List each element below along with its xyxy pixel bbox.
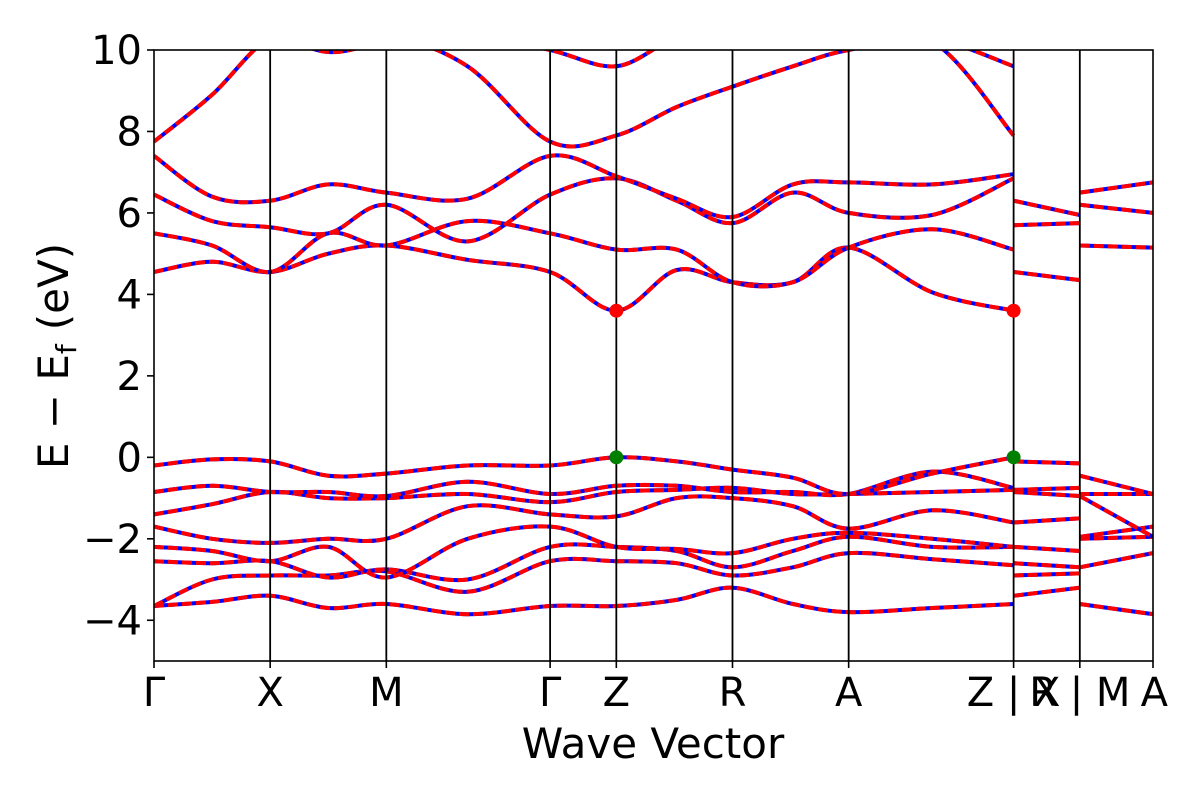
band-dft-line-29 [1078,494,1153,539]
marker-vbm-3 [1006,450,1021,465]
band-fit-line-2 [154,534,1014,583]
band-fit-line-24 [1013,198,1081,217]
marker-cbm-0 [609,303,624,318]
band-fit-line-26 [1079,551,1153,570]
band-fit-line-21 [1013,459,1080,466]
y-axis-label-unit: (eV) [29,243,78,330]
x-tick-label-0: Γ [143,670,166,716]
x-tick-label-4: Z [603,670,630,716]
kpoint-lines [269,50,1081,661]
y-tick-label-0: 10 [91,28,142,74]
x-tick-label-6: A [835,670,863,716]
plot-background [154,50,1153,661]
band-fit-line-10 [154,176,1015,244]
band-fit-line-22 [1013,270,1081,283]
band-fit-line-23 [1013,221,1080,228]
x-axis-label: Wave Vector [522,719,785,768]
markers-layer [609,303,1021,465]
y-tick-label-5: 0 [117,435,142,481]
band-fit-line-34 [1079,180,1153,195]
x-tick-label-2: M [369,670,404,716]
y-tick-label-6: −2 [83,517,142,563]
y-tick-label-1: 8 [117,109,142,155]
band-fit-line-27 [1079,534,1153,541]
band-fit-line-25 [1079,602,1153,617]
band-fit-line-4 [154,494,1014,545]
band-fit-line-32 [1079,243,1153,250]
x-tick-label-5: R [719,670,747,716]
band-fit-line-6 [154,469,1015,499]
band-fit-line-31 [1079,473,1153,496]
x-tick-label-1: X [256,670,283,716]
band-fit-line-15 [1013,571,1080,578]
band-fit-line-33 [1079,202,1153,215]
x-tick-label-8: R | M [1029,670,1130,716]
band-fit-line-8 [154,243,1015,313]
y-ticks: 10 8 6 4 2 0 −2 −4 [83,28,154,644]
y-axis-label: E − Ef (eV) [29,243,83,469]
band-fit-line-20 [1013,490,1080,498]
plot-frame [153,49,1154,662]
marker-cbm-1 [1006,303,1021,318]
band-fit-line-12 [154,50,1016,149]
x-tick-label-3: Γ [539,670,562,716]
x-tick-label-7: Z | X [967,670,1061,716]
y-axis-label-main: E − E [29,354,78,469]
band-fit-line-16 [1013,561,1080,570]
band-fit-line-17 [1013,544,1080,553]
band-fit-line-18 [1013,516,1080,525]
y-tick-label-2: 6 [117,191,142,237]
y-tick-label-4: 2 [117,354,142,400]
band-fit-line-13 [310,50,1015,69]
y-tick-label-3: 4 [117,272,142,318]
y-tick-label-7: −4 [83,598,142,644]
band-fit-line-14 [1013,585,1081,598]
band-fit-line-19 [1013,485,1080,492]
marker-vbm-2 [609,450,624,465]
x-tick-label-9: A [1141,670,1169,716]
y-axis-label-subscript: f [50,343,83,354]
